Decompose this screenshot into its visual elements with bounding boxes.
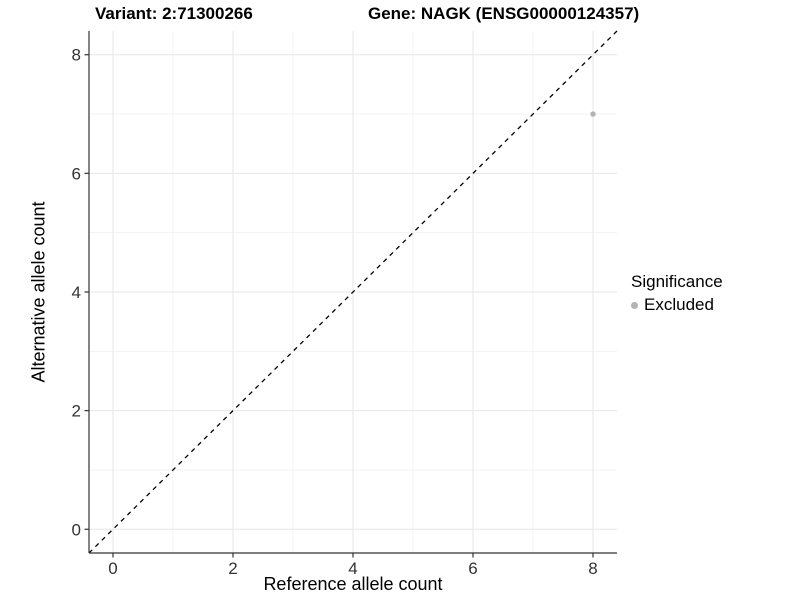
x-tick-label: 4 bbox=[348, 559, 357, 578]
x-axis-title: Reference allele count bbox=[263, 574, 443, 594]
plot-title-variant: Variant: 2:71300266 bbox=[95, 4, 253, 23]
y-tick-label: 6 bbox=[72, 164, 81, 183]
legend-item-label: Excluded bbox=[644, 295, 714, 314]
identity-reference-line bbox=[88, 30, 618, 554]
y-tick-label: 0 bbox=[72, 520, 81, 539]
legend-title: Significance bbox=[631, 272, 723, 291]
x-tick-label: 0 bbox=[108, 559, 117, 578]
dot-icon bbox=[631, 301, 638, 309]
data-point bbox=[590, 111, 596, 117]
legend-item-excluded: Excluded bbox=[631, 295, 723, 315]
plot-title-gene: Gene: NAGK (ENSG00000124357) bbox=[368, 4, 640, 23]
y-tick-label: 2 bbox=[72, 402, 81, 421]
x-tick-label: 6 bbox=[468, 559, 477, 578]
x-tick-label: 2 bbox=[228, 559, 237, 578]
y-tick-label: 4 bbox=[72, 283, 81, 302]
x-tick-label: 8 bbox=[588, 559, 597, 578]
y-axis-title: Alternative allele count bbox=[28, 201, 49, 383]
legend: Significance Excluded bbox=[631, 272, 723, 315]
y-tick-label: 8 bbox=[72, 46, 81, 65]
